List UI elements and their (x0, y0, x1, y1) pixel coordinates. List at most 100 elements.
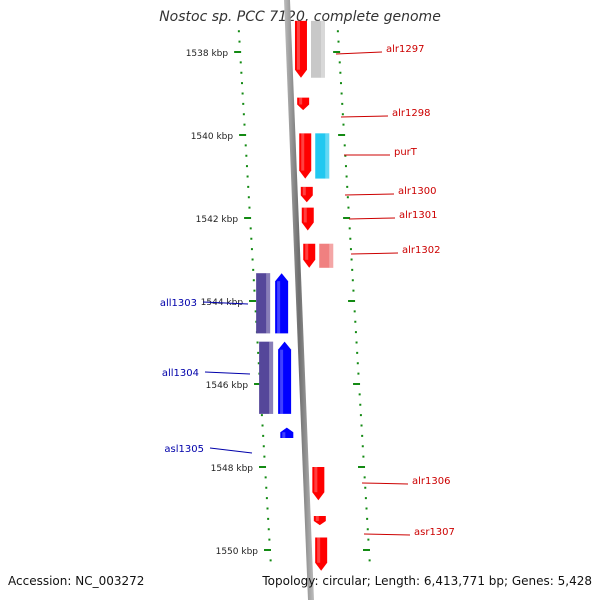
major-tick-inner (249, 300, 257, 302)
minor-tick-inner (267, 517, 270, 520)
gene-arrow-alr1306 (312, 467, 325, 501)
minor-tick-outer (365, 507, 368, 510)
minor-tick-outer (336, 30, 339, 33)
minor-tick-outer (356, 362, 359, 365)
gene-highlight (314, 467, 318, 493)
major-tick-outer (338, 134, 346, 136)
backbone-layer (284, 0, 314, 600)
minor-tick-inner (261, 424, 264, 427)
minor-tick-inner (268, 538, 271, 541)
minor-tick-inner (262, 445, 265, 448)
minor-tick-outer (349, 237, 352, 240)
major-tick-inner (254, 383, 262, 385)
gene-label: alr1300 (398, 186, 436, 197)
minor-tick-outer (346, 185, 349, 188)
gene-asr1307 (313, 515, 326, 526)
major-tick-inner (244, 217, 252, 219)
cds-shade (329, 243, 334, 268)
minor-tick-inner (263, 455, 266, 458)
minor-tick-inner (240, 71, 243, 74)
gene-label-leader (202, 301, 249, 305)
minor-tick-outer (359, 403, 362, 406)
gene-label: purT (394, 147, 418, 158)
gene-arrow-purT (299, 133, 312, 179)
gene-highlight (299, 97, 303, 105)
minor-tick-outer (360, 424, 363, 427)
minor-tick-outer (358, 393, 361, 396)
minor-tick-inner (260, 414, 263, 417)
minor-tick-outer (361, 434, 364, 437)
gene-arrow-alr1300 (300, 186, 313, 203)
gene-label: alr1302 (402, 245, 440, 256)
minor-tick-outer (352, 289, 355, 292)
gene-all1303 (256, 273, 289, 334)
gene-label: alr1298 (392, 108, 430, 119)
cds-shade (266, 273, 271, 334)
backbone-line (284, 0, 314, 600)
gene-highlight (315, 515, 319, 521)
minor-tick-inner (242, 113, 245, 116)
gene-arrow-alr1302 (303, 243, 316, 268)
gene-label-leader (204, 371, 251, 375)
gene-arrow-all1303 (275, 273, 289, 334)
gene-layer (256, 20, 334, 571)
minor-tick-inner (250, 237, 253, 240)
cds-block-alr1302 (319, 243, 334, 268)
minor-tick-outer (363, 476, 366, 479)
gene-highlight (317, 537, 321, 563)
major-tick-outer (348, 300, 356, 302)
gene-label: alr1306 (412, 476, 450, 487)
cds-shade (325, 133, 330, 179)
minor-tick-outer (342, 123, 345, 126)
minor-tick-inner (237, 30, 240, 33)
gene-label: all1303 (160, 298, 197, 309)
gene-arrow-alr1308 (315, 537, 328, 571)
gene-label: alr1297 (386, 44, 424, 55)
gene-label-leader (340, 115, 389, 118)
minor-tick-inner (265, 486, 268, 489)
gene-highlight (277, 281, 281, 334)
minor-tick-outer (349, 248, 352, 251)
gene-label: all1304 (162, 368, 199, 379)
minor-tick-inner (238, 40, 241, 43)
minor-tick-outer (346, 196, 349, 199)
minor-tick-inner (247, 185, 250, 188)
minor-tick-outer (340, 92, 343, 95)
minor-tick-outer (367, 538, 370, 541)
gene-arrow-asr1307 (313, 515, 326, 526)
minor-tick-outer (345, 175, 348, 178)
kbp-label: 1546 kbp (206, 381, 249, 391)
gene-asl1305 (280, 427, 294, 438)
cds-block-purT (315, 133, 330, 179)
minor-tick-outer (364, 486, 367, 489)
major-tick-outer (343, 217, 351, 219)
gene-highlight (303, 207, 307, 223)
minor-tick-outer (355, 341, 358, 344)
gene-highlight (301, 133, 305, 171)
gene-alr1297 (294, 20, 325, 78)
minor-tick-inner (245, 154, 248, 157)
minor-tick-inner (249, 227, 252, 230)
accession-text: Accession: NC_003272 (8, 574, 145, 588)
minor-tick-outer (353, 310, 356, 313)
minor-tick-outer (338, 61, 341, 64)
minor-tick-outer (351, 279, 354, 282)
minor-tick-outer (341, 113, 344, 116)
gene-label: asl1305 (164, 444, 204, 455)
minor-tick-outer (366, 528, 369, 531)
major-tick-outer (363, 549, 370, 551)
minor-tick-inner (262, 434, 265, 437)
minor-tick-outer (344, 165, 347, 168)
gene-alr1306 (312, 467, 325, 501)
minor-tick-inner (251, 258, 254, 261)
minor-tick-inner (257, 351, 260, 354)
minor-tick-outer (359, 414, 362, 417)
minor-tick-outer (356, 351, 359, 354)
major-tick-outer (358, 466, 366, 468)
minor-tick-inner (256, 341, 259, 344)
minor-tick-inner (269, 559, 272, 562)
genome-summary-text: Topology: circular; Length: 6,413,771 bp… (262, 574, 592, 588)
minor-tick-inner (239, 61, 242, 64)
